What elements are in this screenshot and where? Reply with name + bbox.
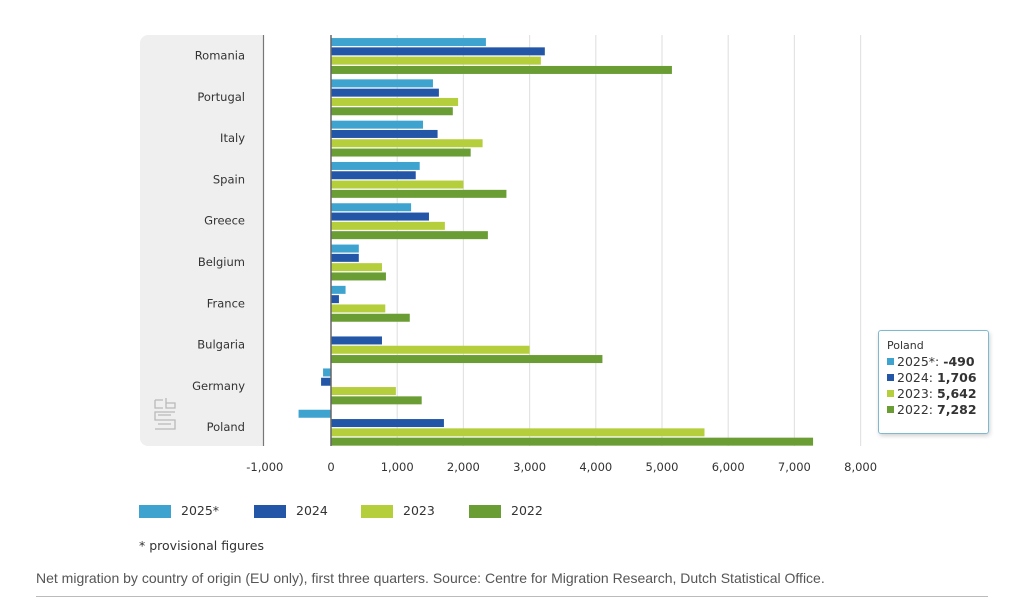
- x-tick-label: 7,000: [778, 460, 811, 474]
- caption-divider: [36, 596, 988, 597]
- figure-caption: Net migration by country of origin (EU o…: [36, 570, 825, 586]
- x-tick-label: 8,000: [844, 460, 877, 474]
- tooltip-row-2025: 2025*: -490: [887, 354, 980, 370]
- swatch-2025-icon: [887, 358, 894, 365]
- provisional-note: * provisional figures: [139, 538, 264, 553]
- category-label: Romania: [195, 49, 245, 63]
- category-label: Belgium: [198, 255, 245, 269]
- bar-greece-2023[interactable]: [331, 221, 445, 230]
- tick-labels: -1,000 0 1,000 2,000 3,000 4,000 5,000 6,000 7,0…: [246, 460, 877, 474]
- bar-poland-2023[interactable]: [331, 428, 705, 437]
- bar-italy-2023[interactable]: [331, 139, 483, 148]
- category-label: Greece: [204, 214, 245, 228]
- swatch-2023-icon: [887, 390, 894, 397]
- bar-germany-2025[interactable]: [323, 368, 331, 377]
- x-tick-label: 1,000: [381, 460, 414, 474]
- x-tick-label: 4,000: [579, 460, 612, 474]
- category-label: Italy: [220, 131, 245, 145]
- bar-france-2024[interactable]: [331, 295, 339, 304]
- bar-france-2023[interactable]: [331, 304, 386, 313]
- tooltip-poland: Poland 2025*: -490 2024: 1,706 2023: 5,6…: [878, 330, 989, 434]
- bar-romania-2024[interactable]: [331, 47, 545, 56]
- tooltip-row-value: 7,282: [937, 402, 977, 417]
- bar-poland-2024[interactable]: [331, 419, 444, 428]
- legend-label: 2025*: [181, 503, 220, 518]
- bar-italy-2025[interactable]: [331, 120, 424, 129]
- tooltip-row-label: 2025*:: [897, 354, 944, 369]
- tooltip-title: Poland: [887, 339, 924, 352]
- bar-spain-2022[interactable]: [331, 189, 507, 198]
- tooltip-row-2024: 2024: 1,706: [887, 370, 980, 386]
- tooltip-row-value: -490: [943, 354, 975, 369]
- x-tick-label: 5,000: [646, 460, 679, 474]
- bars: [298, 38, 814, 446]
- bar-italy-2024[interactable]: [331, 129, 438, 138]
- bar-france-2025[interactable]: [331, 285, 346, 294]
- legend-swatch-2022-icon: [469, 505, 501, 518]
- category-label: Germany: [192, 379, 245, 393]
- bar-belgium-2024[interactable]: [331, 253, 359, 262]
- tooltip-row-label: 2022:: [897, 402, 937, 417]
- legend-swatch-2024-icon: [254, 505, 286, 518]
- category-label: Poland: [207, 420, 245, 434]
- bar-belgium-2023[interactable]: [331, 263, 382, 272]
- tooltip-row-label: 2023:: [897, 386, 937, 401]
- category-label: France: [207, 296, 245, 310]
- x-tick-label: 2,000: [447, 460, 480, 474]
- bar-france-2022[interactable]: [331, 313, 410, 322]
- x-tick-label: 6,000: [712, 460, 745, 474]
- tooltip-row-2023: 2023: 5,642: [887, 386, 980, 402]
- bar-spain-2025[interactable]: [331, 161, 420, 170]
- category-label: Portugal: [197, 90, 245, 104]
- bar-portugal-2023[interactable]: [331, 97, 459, 106]
- x-tick-label: -1,000: [246, 460, 283, 474]
- legend-swatch-2025-icon: [139, 505, 171, 518]
- legend-label: 2022: [511, 503, 543, 518]
- bar-portugal-2024[interactable]: [331, 88, 439, 97]
- tooltip-row-value: 1,706: [937, 370, 977, 385]
- bar-chart: Romania Portugal Italy Spain Greece Belgium Fr…: [140, 35, 877, 474]
- bar-greece-2025[interactable]: [331, 203, 412, 212]
- bar-bulgaria-2023[interactable]: [331, 345, 530, 354]
- bar-poland-2025[interactable]: [298, 409, 331, 418]
- bar-greece-2024[interactable]: [331, 212, 429, 221]
- bar-greece-2022[interactable]: [331, 231, 488, 240]
- bar-poland-2022[interactable]: [331, 437, 814, 446]
- x-tick-label: 3,000: [513, 460, 546, 474]
- bar-bulgaria-2024[interactable]: [331, 336, 382, 345]
- bar-germany-2022[interactable]: [331, 396, 422, 405]
- tooltip-row-2022: 2022: 7,282: [887, 402, 980, 418]
- category-label: Spain: [213, 172, 245, 186]
- gridlines: [396, 35, 862, 446]
- legend-swatch-2023-icon: [361, 505, 393, 518]
- bar-spain-2024[interactable]: [331, 171, 416, 180]
- bar-belgium-2022[interactable]: [331, 272, 386, 281]
- cbs-logo-icon: [154, 398, 176, 430]
- bar-romania-2023[interactable]: [331, 56, 541, 65]
- bar-portugal-2022[interactable]: [331, 107, 453, 116]
- x-tick-label: 0: [327, 460, 334, 474]
- bar-portugal-2025[interactable]: [331, 79, 433, 88]
- legend-label: 2023: [403, 503, 435, 518]
- bar-spain-2023[interactable]: [331, 180, 464, 189]
- bar-bulgaria-2022[interactable]: [331, 355, 603, 364]
- tooltip-row-value: 5,642: [937, 386, 977, 401]
- bar-romania-2025[interactable]: [331, 38, 486, 47]
- bar-belgium-2025[interactable]: [331, 244, 359, 253]
- bar-italy-2022[interactable]: [331, 148, 471, 157]
- bar-germany-2024[interactable]: [321, 377, 331, 386]
- tooltip-row-label: 2024:: [897, 370, 937, 385]
- category-labels: Romania Portugal Italy Spain Greece Belgium Fr…: [192, 49, 245, 435]
- swatch-2022-icon: [887, 406, 894, 413]
- category-panel-mask: [264, 35, 330, 446]
- category-label: Bulgaria: [197, 338, 245, 352]
- bar-germany-2023[interactable]: [331, 387, 396, 396]
- legend-label: 2024: [296, 503, 328, 518]
- bar-romania-2022[interactable]: [331, 65, 672, 74]
- swatch-2024-icon: [887, 374, 894, 381]
